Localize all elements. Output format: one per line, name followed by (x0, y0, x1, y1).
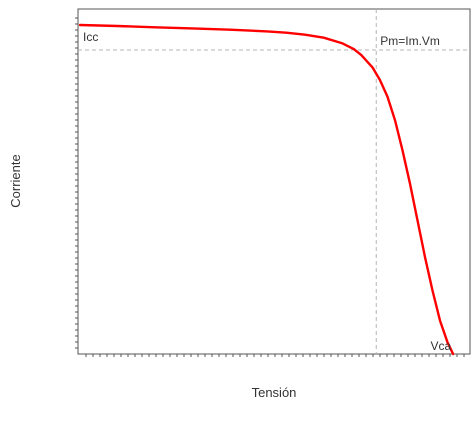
iv-curve-series (78, 23, 455, 356)
annotation-vca: Vca (430, 339, 451, 353)
y-axis-label: Corriente (8, 154, 23, 207)
y-axis-ticks (75, 17, 78, 349)
x-axis-ticks (85, 354, 465, 357)
annotation-pm: Pm=Im.Vm (380, 34, 440, 48)
annotation-icc: Icc (83, 30, 98, 44)
x-axis-label: Tensión (252, 385, 297, 400)
plot-frame (77, 8, 471, 355)
